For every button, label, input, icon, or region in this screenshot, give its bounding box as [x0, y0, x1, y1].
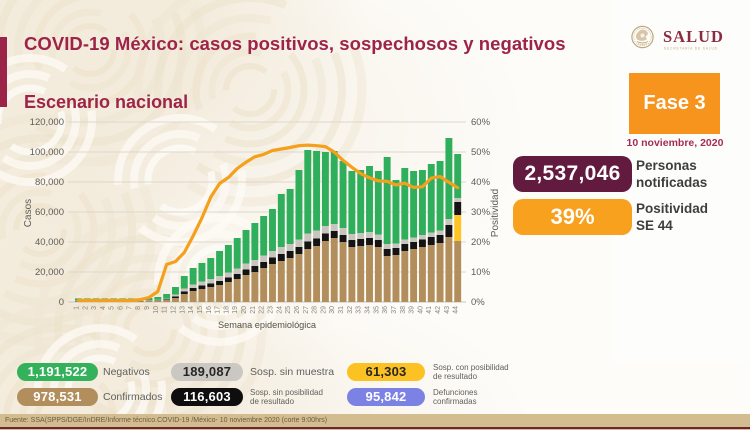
svg-text:Semana epidemiológica: Semana epidemiológica [218, 320, 317, 330]
svg-text:100,000: 100,000 [30, 147, 64, 158]
svg-text:30: 30 [329, 306, 336, 314]
svg-text:20: 20 [241, 306, 248, 314]
svg-text:44: 44 [453, 306, 460, 314]
svg-text:24: 24 [276, 306, 283, 314]
svg-text:40,000: 40,000 [35, 237, 64, 248]
svg-text:30%: 30% [471, 207, 491, 218]
svg-text:15: 15 [197, 306, 204, 314]
svg-text:SECRETARÍA DE SALUD: SECRETARÍA DE SALUD [664, 47, 718, 51]
svg-text:34: 34 [365, 306, 372, 314]
svg-text:40%: 40% [471, 177, 491, 188]
svg-text:35: 35 [373, 306, 380, 314]
svg-text:42: 42 [435, 306, 442, 314]
svg-text:18: 18 [223, 306, 230, 314]
svg-text:26: 26 [294, 306, 301, 314]
svg-text:Casos: Casos [23, 199, 34, 227]
svg-text:120,000: 120,000 [30, 117, 64, 128]
svg-text:31: 31 [338, 306, 345, 314]
svg-text:22: 22 [259, 306, 266, 314]
svg-text:5: 5 [109, 306, 116, 310]
svg-text:17: 17 [215, 306, 222, 314]
svg-text:0: 0 [59, 297, 64, 308]
svg-text:33: 33 [356, 306, 363, 314]
svg-text:36: 36 [382, 306, 389, 314]
svg-text:29: 29 [320, 306, 327, 314]
svg-text:19: 19 [232, 306, 239, 314]
svg-text:27: 27 [303, 306, 310, 314]
svg-text:38: 38 [400, 306, 407, 314]
svg-text:3: 3 [91, 306, 98, 310]
svg-text:1: 1 [74, 306, 81, 310]
svg-text:12: 12 [171, 306, 178, 314]
svg-text:10: 10 [153, 306, 160, 314]
svg-text:13: 13 [179, 306, 186, 314]
svg-text:25: 25 [285, 306, 292, 314]
svg-text:11: 11 [162, 306, 169, 313]
svg-text:0%: 0% [471, 297, 485, 308]
svg-text:8: 8 [135, 306, 142, 310]
svg-text:16: 16 [206, 306, 213, 314]
svg-text:37: 37 [391, 306, 398, 314]
svg-text:7: 7 [126, 306, 133, 310]
svg-text:10%: 10% [471, 267, 491, 278]
svg-text:43: 43 [444, 306, 451, 314]
svg-text:9: 9 [144, 306, 151, 310]
svg-text:50%: 50% [471, 147, 491, 158]
svg-text:39: 39 [409, 306, 416, 314]
svg-text:80,000: 80,000 [35, 177, 64, 188]
svg-text:Positividad: Positividad [490, 189, 501, 237]
svg-text:20,000: 20,000 [35, 267, 64, 278]
svg-text:6: 6 [118, 306, 125, 310]
svg-text:28: 28 [312, 306, 319, 314]
svg-text:20%: 20% [471, 237, 491, 248]
svg-text:23: 23 [268, 306, 275, 314]
svg-text:32: 32 [347, 306, 354, 314]
svg-text:4: 4 [100, 306, 107, 310]
svg-text:41: 41 [426, 306, 433, 314]
svg-text:60,000: 60,000 [35, 207, 64, 218]
svg-text:40: 40 [417, 306, 424, 314]
svg-text:14: 14 [188, 306, 195, 314]
svg-text:21: 21 [250, 306, 257, 314]
svg-text:60%: 60% [471, 117, 491, 128]
svg-text:2: 2 [82, 306, 89, 310]
svg-text:SALUD: SALUD [663, 27, 724, 46]
